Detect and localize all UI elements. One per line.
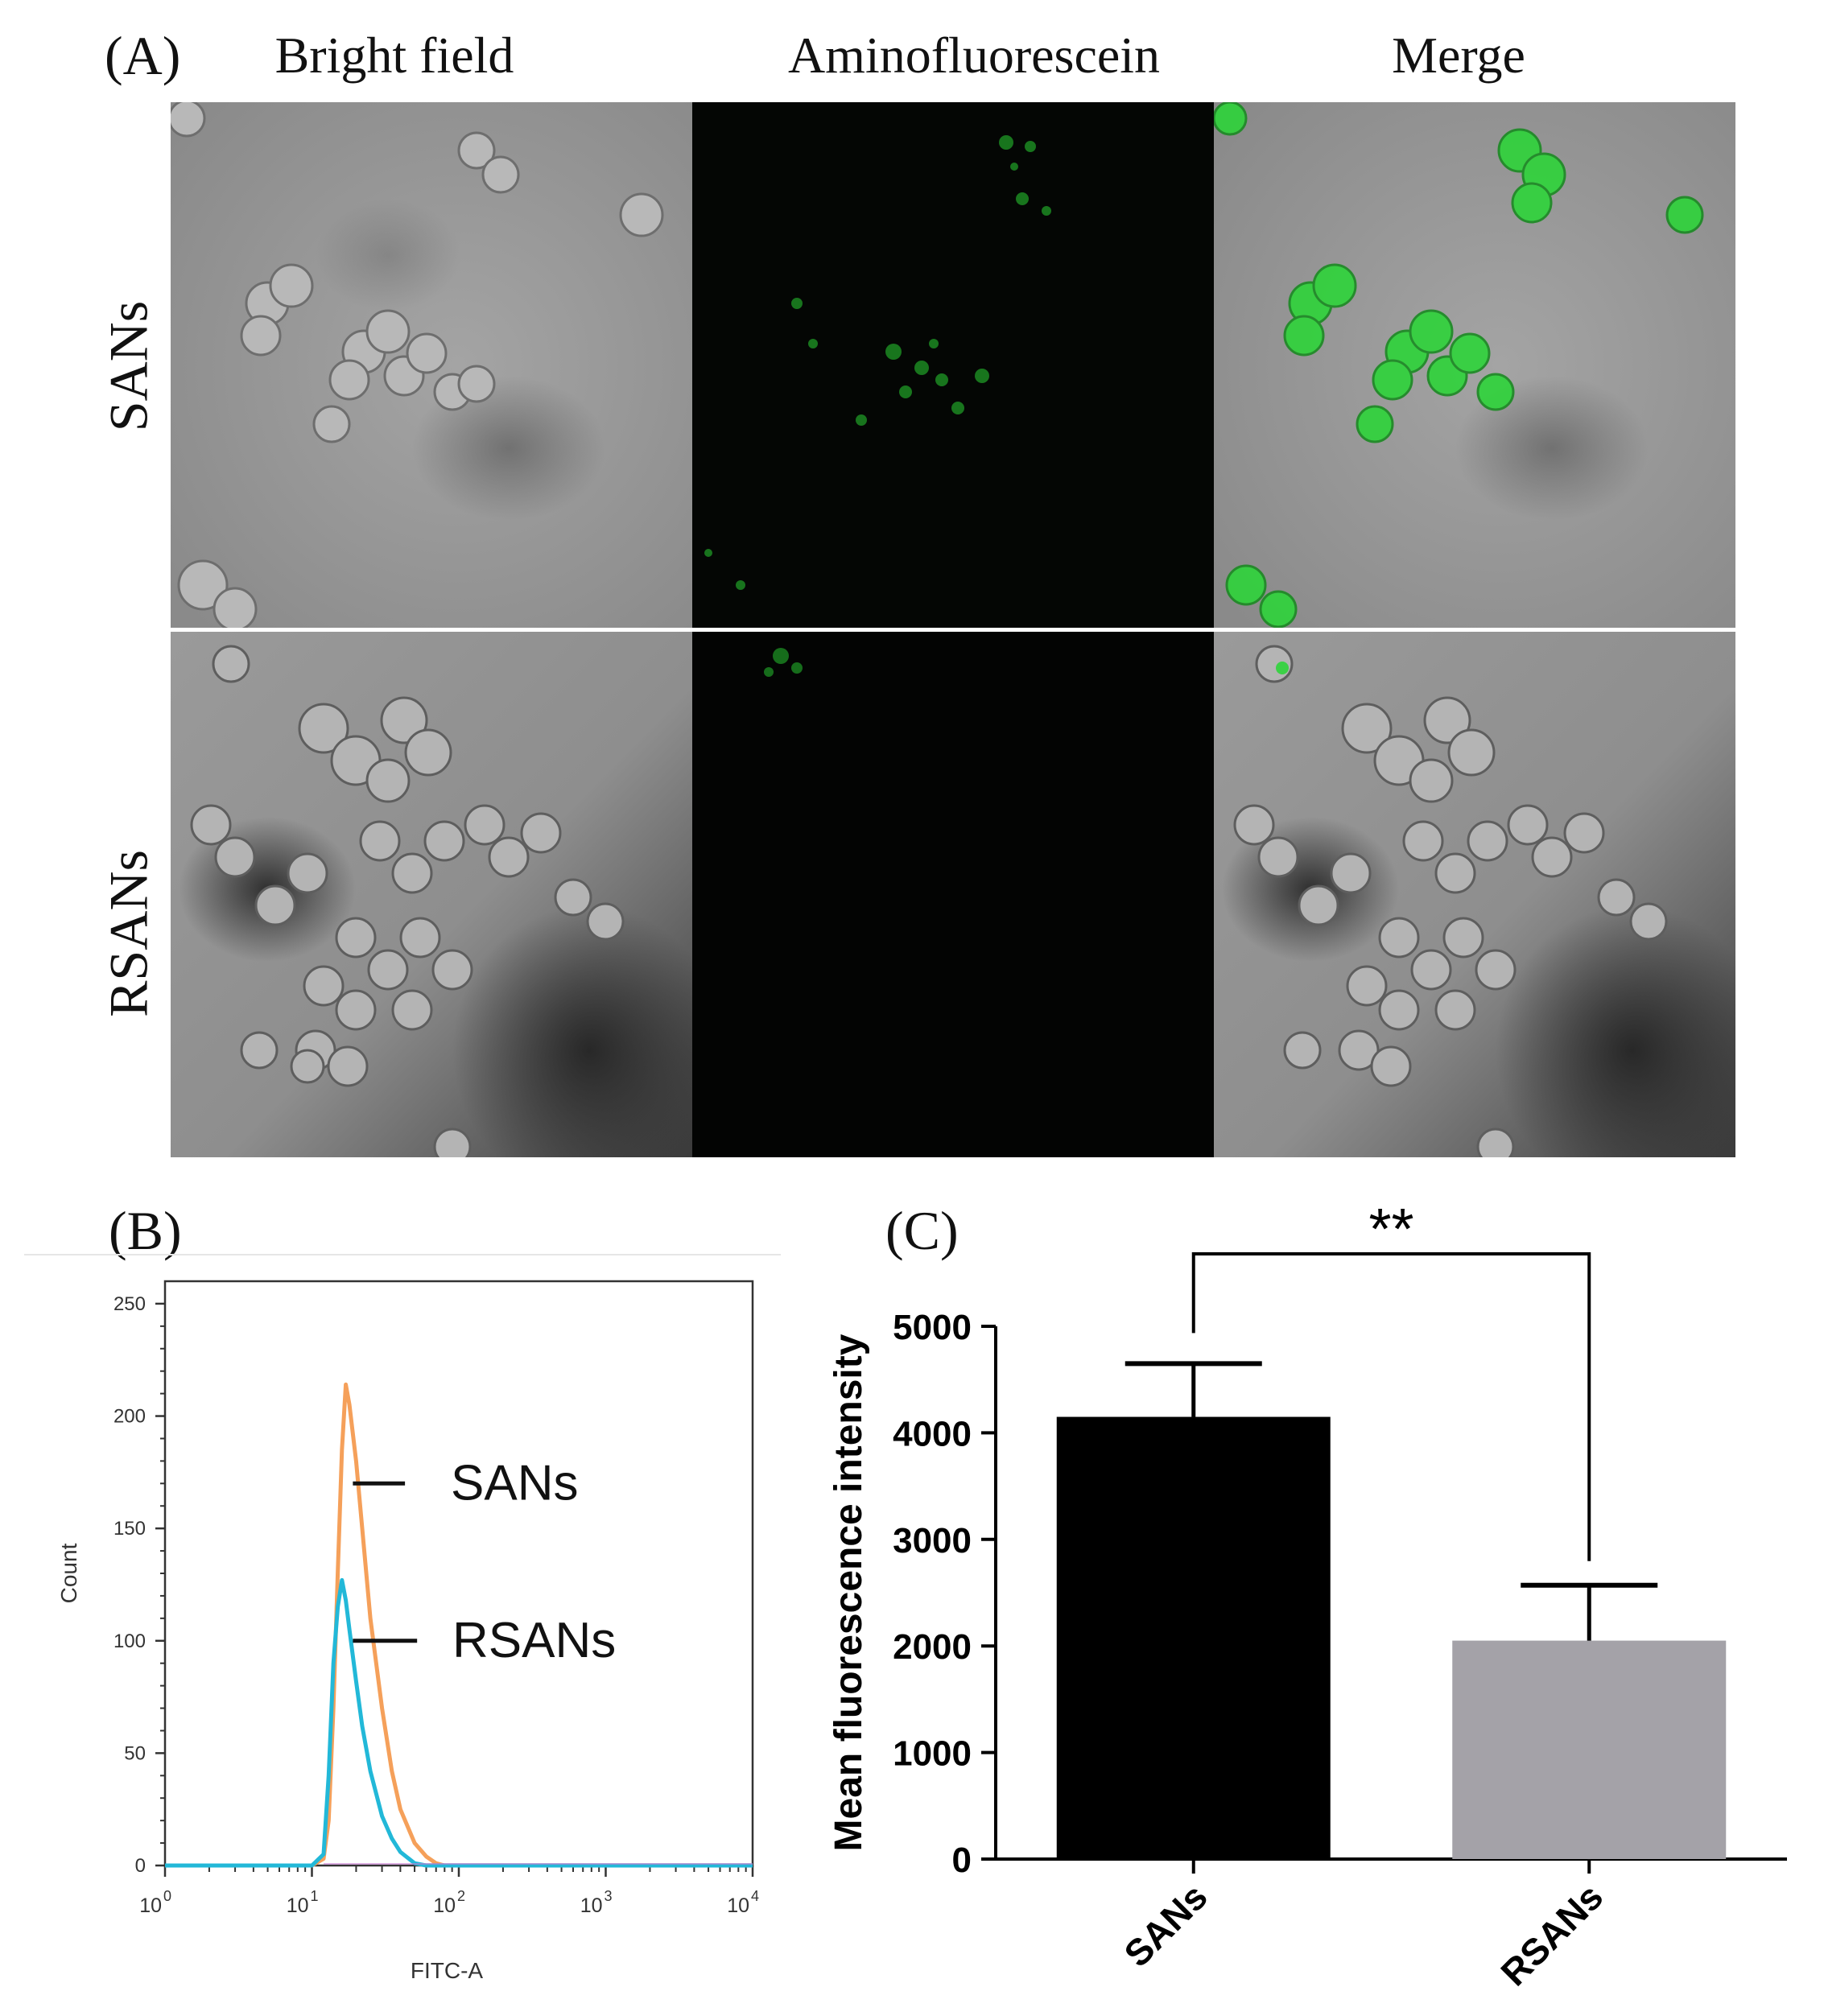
panel-a-letter: (A) xyxy=(105,25,181,86)
y-tick-label: 2000 xyxy=(893,1627,972,1667)
x-tick-label-exponent: 0 xyxy=(163,1888,171,1904)
y-tick-label: 100 xyxy=(113,1631,146,1652)
y-tick-label: 3000 xyxy=(893,1521,972,1560)
y-tick-label: 4000 xyxy=(893,1414,972,1453)
x-tick-label-base: 10 xyxy=(727,1894,749,1917)
histogram-frame xyxy=(163,1280,754,1867)
significance-marker: ** xyxy=(1368,1207,1413,1262)
column-title-aminofluorescein: Aminofluorescein xyxy=(787,27,1161,84)
column-title-merge: Merge xyxy=(1392,27,1525,84)
histogram-series-rsans xyxy=(165,1577,753,1868)
panel-b-letter: (B) xyxy=(109,1200,182,1261)
significance-bracket xyxy=(1191,1252,1591,1561)
histogram-series-sans xyxy=(165,1382,753,1868)
x-tick-label-exponent: 2 xyxy=(457,1888,465,1904)
y-tick-label: 150 xyxy=(113,1518,146,1540)
y-tick-label: 200 xyxy=(113,1406,146,1428)
micrograph-row-divider xyxy=(171,628,1735,632)
x-tick-label-exponent: 4 xyxy=(751,1888,759,1904)
x-tick-label-sans: SANs xyxy=(1116,1875,1215,1975)
panel-b-separator-line xyxy=(24,1254,781,1255)
micrograph-sans-aminofluorescein xyxy=(692,102,1214,628)
y-tick-label: 250 xyxy=(113,1293,146,1315)
row-label-rsans: RSANs xyxy=(97,850,159,1017)
micrograph-rsans-bright-field xyxy=(171,632,692,1157)
x-tick-label-base: 10 xyxy=(287,1894,309,1917)
y-tick-label: 0 xyxy=(135,1855,146,1877)
x-tick-label-base: 10 xyxy=(139,1894,162,1917)
row-label-sans: SANs xyxy=(97,300,159,432)
x-tick-label-exponent: 3 xyxy=(605,1888,613,1904)
y-axis-label: Count xyxy=(56,1543,81,1603)
x-tick-label-exponent: 1 xyxy=(311,1888,319,1904)
annotation-label-sans: SANs xyxy=(451,1455,578,1511)
micrograph-sans-bright-field xyxy=(171,102,692,628)
bar-rsans xyxy=(1452,1640,1727,1859)
x-axis-label: FITC-A xyxy=(411,1958,484,1983)
annotation-label-rsans: RSANs xyxy=(452,1613,616,1668)
y-tick-label: 50 xyxy=(124,1742,146,1764)
x-tick-label-base: 10 xyxy=(433,1894,456,1917)
micrograph-sans-merge xyxy=(1214,102,1735,628)
micrograph-rsans-aminofluorescein xyxy=(692,632,1214,1157)
bar-chart: 0 1000 2000 3000 4000 5000 Mean fluorescence i… xyxy=(827,1207,1787,1993)
y-tick-label: 5000 xyxy=(893,1308,972,1347)
bar-sans xyxy=(1056,1416,1331,1859)
y-tick-label: 1000 xyxy=(893,1734,972,1774)
y-axis-label: Mean fluorescence intensity xyxy=(827,1334,870,1851)
column-title-bright-field: Bright field xyxy=(274,27,514,84)
x-tick-label-rsans: RSANs xyxy=(1492,1875,1611,1993)
x-tick-label-base: 10 xyxy=(580,1894,603,1917)
y-tick-label: 0 xyxy=(952,1841,972,1880)
panel-c-letter: (C) xyxy=(885,1200,959,1261)
micrograph-rsans-merge xyxy=(1214,632,1735,1157)
